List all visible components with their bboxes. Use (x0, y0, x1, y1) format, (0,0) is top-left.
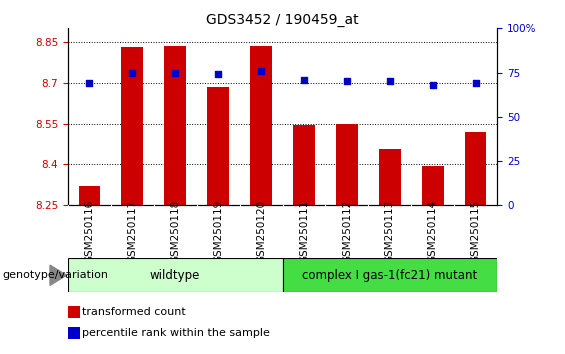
Bar (121, 47, 143, 205)
Point (257, 68, 266, 74)
Point (299, 77, 308, 82)
Point (85, 80, 94, 86)
Bar (250, 46, 272, 205)
Point (214, 72, 223, 77)
Bar (465, 132, 486, 205)
Bar (293, 125, 315, 205)
Point (428, 82, 437, 88)
Bar (422, 166, 444, 205)
Title: GDS3452 / 190459_at: GDS3452 / 190459_at (206, 13, 359, 27)
Point (128, 70, 137, 75)
Text: complex I gas-1(fc21) mutant: complex I gas-1(fc21) mutant (302, 269, 477, 282)
Text: percentile rank within the sample: percentile rank within the sample (82, 328, 270, 338)
Text: GSM250118: GSM250118 (170, 199, 180, 263)
Text: genotype/variation: genotype/variation (3, 270, 109, 280)
Text: GSM250113: GSM250113 (385, 199, 395, 263)
Bar (379, 149, 401, 205)
Bar (164, 46, 186, 205)
Text: GSM250115: GSM250115 (471, 199, 481, 263)
Text: GSM250116: GSM250116 (84, 199, 94, 263)
Point (171, 70, 180, 75)
Text: GSM250117: GSM250117 (127, 199, 137, 263)
Bar (207, 87, 229, 205)
Text: transformed count: transformed count (82, 307, 186, 317)
Text: GSM250114: GSM250114 (428, 199, 438, 263)
Point (471, 80, 480, 86)
Bar (79, 186, 100, 205)
Bar (282, 258, 497, 292)
Text: GSM250120: GSM250120 (256, 199, 266, 263)
Bar (68, 306, 80, 318)
Point (342, 79, 351, 84)
Point (385, 79, 394, 84)
Bar (68, 258, 282, 292)
Text: GSM250111: GSM250111 (299, 199, 309, 263)
Polygon shape (50, 265, 67, 285)
Text: GSM250119: GSM250119 (213, 199, 223, 263)
Bar (68, 327, 80, 339)
Text: wildtype: wildtype (150, 269, 201, 282)
Bar (336, 124, 358, 205)
Text: GSM250112: GSM250112 (342, 199, 352, 263)
